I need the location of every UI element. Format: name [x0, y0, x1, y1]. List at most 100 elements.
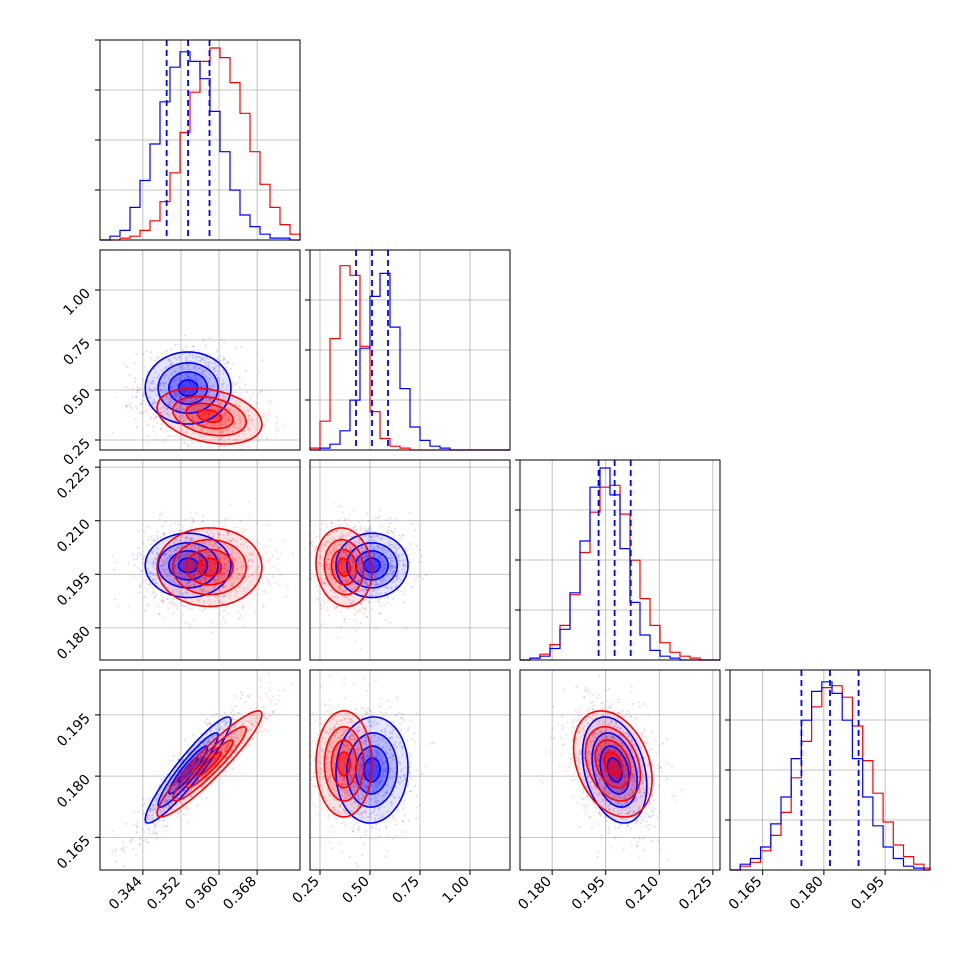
scatter-point: [217, 402, 220, 405]
scatter-point: [242, 564, 245, 567]
scatter-point: [168, 403, 171, 406]
scatter-point: [256, 573, 259, 576]
scatter-point: [179, 540, 182, 544]
scatter-point: [161, 441, 164, 444]
scatter-point: [374, 548, 377, 551]
scatter-point: [180, 562, 183, 565]
scatter-point: [175, 796, 178, 799]
scatter-point: [374, 574, 377, 578]
scatter-point: [160, 577, 163, 580]
scatter-point: [390, 561, 393, 564]
scatter-point: [209, 413, 212, 416]
scatter-point: [149, 387, 152, 391]
scatter-point: [236, 734, 239, 737]
scatter-point: [366, 567, 369, 570]
scatter-point: [248, 415, 251, 418]
scatter-point: [302, 572, 304, 574]
scatter-point: [228, 565, 231, 569]
scatter-point: [143, 366, 146, 369]
scatter-point: [220, 430, 223, 433]
scatter-point: [174, 382, 177, 385]
scatter-point: [172, 434, 175, 437]
scatter-point: [159, 811, 162, 814]
scatter-point: [153, 557, 156, 560]
scatter-point: [191, 567, 194, 570]
scatter-point: [370, 594, 373, 597]
scatter-point: [176, 403, 179, 406]
scatter-point: [211, 431, 214, 434]
scatter-point: [334, 524, 337, 527]
scatter-point: [370, 607, 373, 610]
scatter-point: [234, 346, 237, 349]
scatter-point: [238, 421, 241, 425]
scatter-point: [326, 539, 329, 542]
scatter-point: [219, 749, 222, 752]
scatter-point: [217, 393, 220, 396]
scatter-point: [149, 474, 151, 476]
scatter-point: [157, 377, 160, 380]
scatter-point: [161, 599, 164, 603]
scatter-point: [405, 627, 408, 630]
scatter-point: [178, 538, 182, 542]
scatter-point: [254, 716, 258, 720]
scatter-point: [364, 535, 367, 538]
scatter-point: [143, 822, 146, 825]
scatter-point: [130, 406, 133, 410]
scatter-point: [114, 860, 117, 863]
scatter-point: [414, 578, 417, 581]
scatter-point: [162, 391, 165, 394]
scatter-point: [192, 574, 195, 578]
scatter-point: [149, 396, 152, 399]
scatter-point: [376, 582, 379, 586]
scatter-point: [344, 554, 347, 557]
scatter-point: [215, 596, 218, 600]
scatter-point: [176, 607, 179, 610]
scatter-point: [182, 441, 186, 444]
scatter-point: [379, 612, 382, 615]
scatter-point: [172, 540, 176, 543]
scatter-point: [236, 540, 239, 544]
scatter-point: [204, 417, 207, 421]
scatter-point: [234, 403, 237, 406]
scatter-point: [136, 555, 139, 558]
scatter-point: [165, 575, 169, 578]
scatter-point: [411, 585, 414, 589]
scatter-point: [222, 728, 225, 731]
scatter-point: [204, 743, 207, 746]
scatter-point: [223, 595, 226, 598]
scatter-point: [360, 603, 363, 606]
scatter-point: [233, 560, 236, 563]
scatter-point: [344, 522, 347, 525]
scatter-point: [236, 576, 239, 579]
scatter-point: [386, 595, 389, 598]
scatter-point: [367, 563, 370, 566]
scatter-point: [155, 415, 158, 419]
scatter-point: [302, 582, 304, 584]
scatter-point: [207, 737, 210, 741]
scatter-point: [204, 576, 207, 579]
scatter-point: [230, 576, 233, 579]
scatter-point: [327, 557, 331, 561]
scatter-point: [197, 425, 200, 428]
scatter-point: [207, 550, 210, 553]
scatter-point: [250, 713, 253, 716]
scatter-point: [146, 841, 149, 844]
scatter-point: [131, 395, 134, 398]
scatter-point: [161, 802, 164, 805]
scatter-point: [201, 410, 204, 413]
scatter-point: [222, 567, 225, 570]
scatter-point: [189, 516, 192, 519]
scatter-point: [329, 541, 332, 544]
scatter-point: [230, 584, 234, 588]
scatter-point: [385, 591, 388, 594]
scatter-point: [376, 517, 380, 520]
scatter-point: [340, 594, 343, 597]
scatter-point: [197, 783, 200, 786]
scatter-point: [323, 541, 326, 544]
scatter-point: [168, 404, 171, 407]
scatter-point: [371, 593, 374, 596]
scatter-point: [153, 538, 156, 541]
scatter-point: [357, 559, 360, 562]
scatter-point: [182, 364, 185, 367]
scatter-point: [197, 779, 200, 782]
